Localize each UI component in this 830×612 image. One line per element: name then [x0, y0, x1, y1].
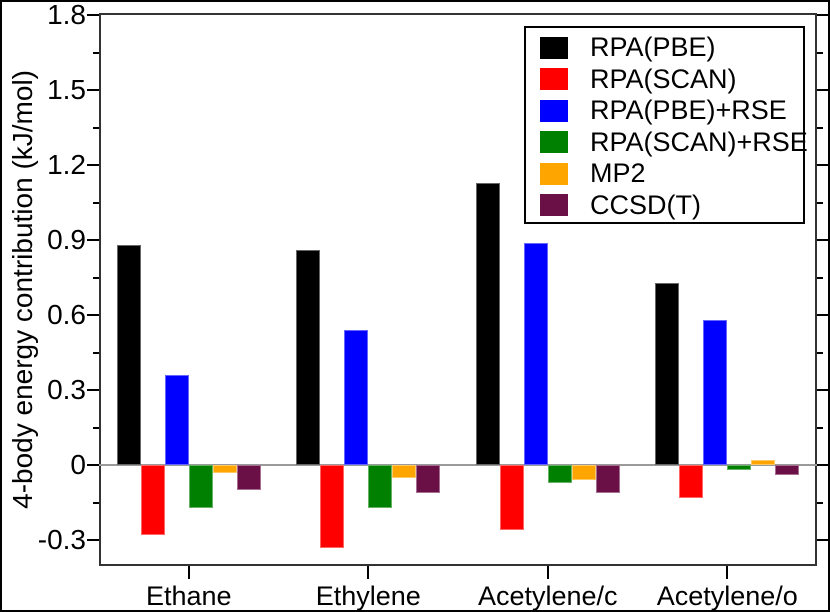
- y-tick-label: 1.8: [47, 0, 86, 30]
- bar-rpa-pbe-rse-ethane: [164, 375, 189, 465]
- y-major-tick: [87, 239, 99, 241]
- y-major-tick-right: [817, 389, 828, 391]
- y-minor-tick-right: [817, 501, 823, 504]
- legend-swatch-icon: [540, 99, 568, 122]
- y-major-tick-right: [817, 164, 828, 166]
- y-major-tick-right: [817, 14, 828, 16]
- x-tick: [367, 566, 370, 579]
- legend-label: RPA(SCAN)+RSE: [590, 126, 808, 157]
- y-major-tick-right: [817, 239, 828, 241]
- bar-rpa-pbe--acetylene-o: [655, 282, 680, 465]
- legend-row: RPA(SCAN)+RSE: [540, 127, 808, 159]
- legend-label: RPA(PBE)+RSE: [590, 95, 787, 126]
- bar-rpa-pbe-rse-ethylene: [344, 330, 369, 465]
- bar-rpa-scan--acetylene-c: [499, 465, 524, 530]
- bar-rpa-pbe--acetylene-c: [475, 182, 500, 465]
- y-tick-label: 1.2: [47, 149, 86, 180]
- bar-rpa-pbe-rse-acetylene-c: [523, 242, 548, 465]
- y-tick-label: 0.9: [47, 224, 86, 255]
- zero-line: [99, 464, 817, 466]
- bar-rpa-pbe--ethane: [116, 245, 141, 465]
- y-minor-tick: [93, 201, 99, 204]
- legend-row: RPA(PBE)+RSE: [540, 95, 803, 127]
- y-tick-label: 1.5: [47, 74, 86, 105]
- x-category-label: Acetylene/c: [477, 581, 618, 611]
- bar-ccsd-t--acetylene-o: [775, 465, 800, 475]
- y-tick-label: 0: [70, 449, 86, 480]
- bar-rpa-scan--acetylene-o: [679, 465, 704, 498]
- bar-rpa-scan-rse-acetylene-c: [547, 465, 572, 483]
- legend-row: RPA(PBE): [540, 32, 803, 64]
- legend-label: RPA(PBE): [590, 32, 716, 63]
- legend-label: CCSD(T): [590, 189, 701, 220]
- y-minor-tick: [93, 426, 99, 429]
- y-major-tick-right: [817, 464, 828, 466]
- y-minor-tick-right: [817, 126, 823, 129]
- y-major-tick-right: [817, 314, 828, 316]
- legend-row: RPA(SCAN): [540, 64, 803, 96]
- legend-swatch-icon: [540, 162, 568, 185]
- x-category-label: Ethylene: [315, 581, 421, 611]
- bar-rpa-scan-rse-ethylene: [368, 465, 393, 508]
- y-minor-tick: [93, 501, 99, 504]
- bar-mp2-acetylene-c: [571, 465, 596, 480]
- y-major-tick: [87, 389, 99, 391]
- x-tick: [726, 566, 729, 579]
- y-major-tick-right: [817, 539, 828, 541]
- legend-swatch-icon: [540, 194, 568, 217]
- legend-swatch-icon: [540, 36, 568, 59]
- legend-swatch-icon: [540, 131, 568, 154]
- bar-ccsd-t--acetylene-c: [595, 465, 620, 493]
- y-minor-tick: [93, 351, 99, 354]
- x-tick: [187, 566, 190, 579]
- bar-rpa-pbe--ethylene: [296, 250, 321, 465]
- y-minor-tick-right: [817, 351, 823, 354]
- y-major-tick: [87, 14, 99, 16]
- y-tick-label: 0.6: [47, 299, 86, 330]
- y-minor-tick: [93, 126, 99, 129]
- legend-label: RPA(SCAN): [590, 63, 737, 94]
- bar-mp2-acetylene-o: [751, 460, 776, 465]
- bar-mp2-ethylene: [392, 465, 417, 478]
- bar-rpa-scan--ethane: [140, 465, 165, 535]
- y-major-tick: [87, 314, 99, 316]
- bar-rpa-pbe-rse-acetylene-o: [703, 320, 728, 465]
- y-major-tick-right: [817, 89, 828, 91]
- y-tick-label: -0.3: [37, 524, 86, 555]
- bar-ccsd-t--ethane: [236, 465, 261, 490]
- y-axis-title: 4-body energy contribution (kJ/mol): [7, 70, 38, 509]
- y-minor-tick-right: [817, 276, 823, 279]
- bar-ccsd-t--ethylene: [416, 465, 441, 493]
- y-major-tick: [87, 164, 99, 166]
- y-major-tick: [87, 464, 99, 466]
- y-minor-tick-right: [817, 426, 823, 429]
- y-major-tick: [87, 539, 99, 541]
- legend-label: MP2: [590, 158, 646, 189]
- legend-swatch-icon: [540, 68, 568, 91]
- y-minor-tick: [93, 276, 99, 279]
- bar-rpa-scan--ethylene: [320, 465, 345, 548]
- y-major-tick: [87, 89, 99, 91]
- legend: RPA(PBE) RPA(SCAN) RPA(PBE)+RSE RPA(SCAN)+R…: [524, 26, 808, 224]
- y-minor-tick: [93, 51, 99, 54]
- y-tick-label: 0.3: [47, 374, 86, 405]
- legend-row: MP2: [540, 158, 803, 190]
- x-category-label: Ethane: [145, 581, 232, 611]
- bar-mp2-ethane: [212, 465, 237, 473]
- x-category-label: Acetylene/o: [656, 581, 798, 611]
- legend-row: CCSD(T): [540, 190, 803, 222]
- bar-rpa-scan-rse-acetylene-o: [727, 465, 752, 470]
- y-minor-tick-right: [817, 51, 823, 54]
- bar-rpa-scan-rse-ethane: [188, 465, 213, 508]
- y-minor-tick-right: [817, 201, 823, 204]
- x-tick: [546, 566, 549, 579]
